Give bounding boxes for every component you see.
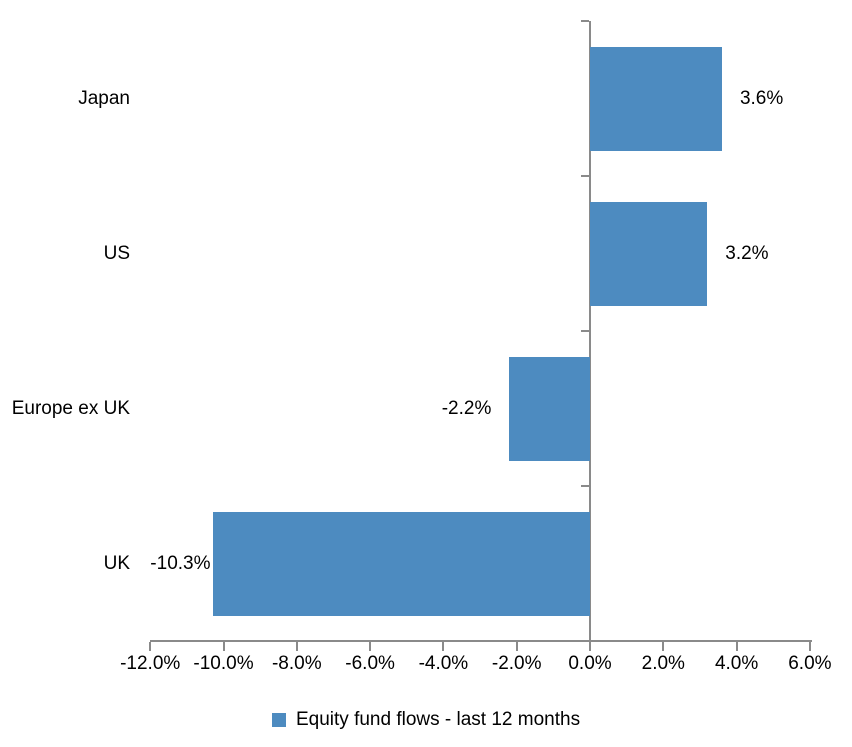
x-axis-tick-label: -2.0% — [491, 653, 542, 674]
x-axis-tick-label: 0.0% — [568, 653, 612, 674]
x-axis-tick — [735, 642, 738, 651]
x-axis-line — [150, 640, 812, 642]
x-axis-tick-label: 2.0% — [641, 653, 685, 674]
x-axis-tick — [149, 642, 152, 651]
x-axis-tick — [295, 642, 298, 651]
x-axis-tick-label: 4.0% — [714, 653, 759, 674]
x-axis-tick — [808, 642, 811, 651]
x-axis-tick — [515, 642, 518, 651]
category-label: US — [103, 242, 130, 264]
bar-value-label: -10.3% — [150, 552, 211, 574]
x-axis-tick — [369, 642, 372, 651]
x-axis-tick — [662, 642, 665, 651]
category-tick — [581, 175, 589, 177]
x-axis-tick — [222, 642, 225, 651]
x-axis-tick-label: -10.0% — [193, 653, 254, 674]
x-axis-tick-label: -12.0% — [120, 653, 181, 674]
bar-value-label: 3.6% — [739, 87, 784, 109]
bar-us — [590, 201, 708, 306]
bar-value-label: -2.2% — [441, 397, 492, 419]
x-axis-tick — [442, 642, 445, 651]
bar-uk — [212, 511, 590, 616]
category-label: UK — [103, 552, 130, 574]
legend-label: Equity fund flows - last 12 months — [296, 709, 581, 730]
category-tick — [581, 330, 589, 332]
x-axis-tick — [589, 642, 591, 651]
x-axis-tick-label: -8.0% — [271, 653, 322, 674]
x-axis-tick-label: -4.0% — [418, 653, 469, 674]
category-label: Europe ex UK — [11, 397, 130, 419]
category-tick — [581, 20, 589, 22]
category-tick — [581, 485, 589, 487]
y-axis-zero-line — [589, 21, 591, 642]
bar-japan — [590, 46, 722, 151]
bar-value-label: 3.2% — [725, 242, 769, 264]
bar-europe-ex-uk — [509, 356, 590, 461]
chart-legend: Equity fund flows - last 12 months — [272, 706, 580, 734]
category-label: Japan — [78, 87, 130, 109]
x-axis-tick-label: 6.0% — [788, 653, 832, 674]
legend-swatch-icon — [272, 713, 286, 727]
x-axis-tick-label: -6.0% — [345, 653, 395, 674]
